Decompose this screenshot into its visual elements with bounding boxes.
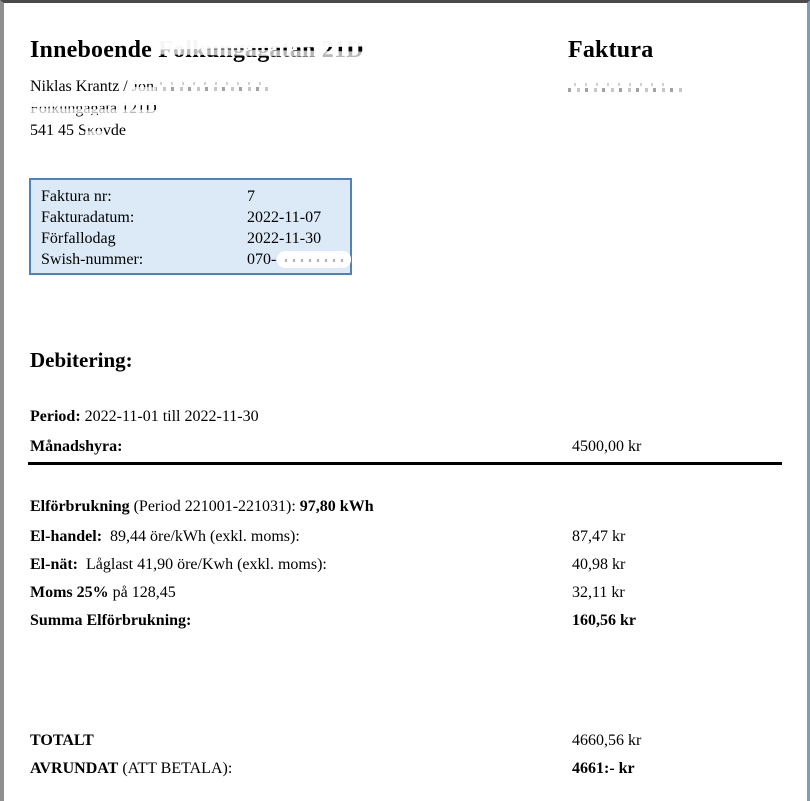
invoice-date-value: 2022-11-07 (247, 209, 322, 226)
swish-number-value: 070- (247, 251, 277, 268)
el-nat-value: 40,98 kr (572, 556, 626, 573)
invoice-date-label: Fakturadatum: (41, 209, 135, 226)
sender-postal-prefix: 541 45 S (30, 122, 87, 139)
swish-number-redaction (277, 251, 352, 268)
avrundat-value: 4661:- kr (572, 760, 635, 777)
page-title: Inneboende Folkungagatan 21D (30, 37, 364, 64)
sender-line-2: Folkungagata 121D (30, 98, 272, 120)
monthly-rent-label: Månadshyra: (30, 438, 123, 455)
sender-name: Niklas Krantz / (30, 78, 132, 95)
section-divider (28, 462, 782, 465)
info-row-swish-number: Swish-nummer: 070- (41, 249, 352, 270)
due-date-value: 2022-11-30 (247, 230, 322, 247)
el-nat-desc: Låglast 41,90 öre/Kwh (exkl. moms): (78, 556, 327, 573)
recipient-line-redacted (568, 79, 682, 97)
el-handel-value: 87,47 kr (572, 528, 626, 545)
sender-line-3: 541 45 Skövde (30, 120, 272, 142)
totalt-value: 4660,56 kr (572, 732, 642, 749)
el-nat-label: El-nät: (30, 556, 78, 573)
doc-type-heading: Faktura (568, 37, 654, 63)
electricity-period: (Period 221001-221031): (129, 498, 300, 515)
totalt-row: TOTALT 4660,56 kr (30, 732, 799, 750)
el-handel-label: El-handel: (30, 528, 103, 545)
redaction-smudge (153, 80, 272, 95)
avrundat-label: AVRUNDAT (30, 760, 119, 777)
avrundat-row: AVRUNDAT (ATT BETALA): 4661:- kr (30, 760, 799, 778)
invoice-number-value: 7 (247, 188, 255, 205)
summa-value: 160,56 kr (572, 612, 636, 629)
page-title-prefix: Inneboende (30, 37, 159, 63)
info-row-invoice-date: Fakturadatum: 2022-11-07 (41, 207, 350, 228)
invoice-info-box: Faktura nr: 7 Fakturadatum: 2022-11-07 För… (29, 178, 352, 275)
period-row: Period: 2022-11-01 till 2022-11-30 (30, 408, 799, 426)
redaction-smudge (568, 81, 682, 96)
totalt-label: TOTALT (30, 732, 94, 749)
sender-name-redacted: Joh (132, 76, 154, 98)
due-date-label: Förfallodag (41, 230, 116, 247)
sender-postal-suffix: vde (102, 122, 127, 139)
el-handel-desc: 89,44 öre/kWh (exkl. moms): (102, 528, 300, 545)
period-label: Period: (30, 408, 81, 425)
moms-desc: på 128,45 (108, 584, 176, 601)
moms-label: Moms 25% (30, 584, 109, 601)
summa-row: Summa Elförbrukning: 160,56 kr (30, 612, 799, 630)
electricity-kwh-value: 97,80 kWh (299, 498, 374, 515)
info-row-invoice-number: Faktura nr: 7 (41, 186, 350, 207)
debitering-heading: Debitering: (30, 348, 133, 372)
sender-street-redacted: Folkungagata 121D (30, 98, 157, 120)
monthly-rent-value: 4500,00 kr (572, 438, 642, 455)
sender-line-1: Niklas Krantz / Joh (30, 76, 272, 98)
electricity-label: Elförbrukning (30, 498, 130, 515)
swish-number-label: Swish-nummer: (41, 251, 144, 268)
avrundat-desc: (ATT BETALA): (118, 760, 233, 777)
moms-row: Moms 25% på 128,45 32,11 kr (30, 584, 799, 602)
period-value: 2022-11-01 till 2022-11-30 (80, 408, 259, 425)
sender-postal-redacted: kö (87, 120, 103, 142)
monthly-rent-row: Månadshyra: 4500,00 kr (30, 438, 799, 456)
el-handel-row: El-handel: 89,44 öre/kWh (exkl. moms): 8… (30, 528, 799, 546)
el-nat-row: El-nät: Låglast 41,90 öre/Kwh (exkl. mom… (30, 556, 799, 574)
page-title-redacted: Folkungagatan 21D (158, 37, 364, 63)
electricity-header-row: Elförbrukning (Period 221001-221031): 97… (30, 498, 799, 516)
summa-label: Summa Elförbrukning: (30, 612, 192, 629)
info-row-due-date: Förfallodag 2022-11-30 (41, 228, 350, 249)
moms-value: 32,11 kr (572, 584, 625, 601)
sender-address-block: Niklas Krantz / Joh Folkungagata 121D 54… (30, 76, 272, 142)
invoice-number-label: Faktura nr: (41, 188, 112, 205)
